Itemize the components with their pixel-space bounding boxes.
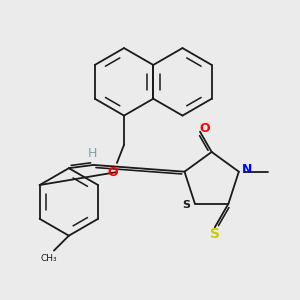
Text: H: H: [88, 147, 98, 161]
Text: N: N: [242, 163, 253, 176]
Text: O: O: [107, 166, 118, 178]
Text: S: S: [210, 227, 220, 241]
Text: CH₃: CH₃: [40, 254, 57, 263]
Text: O: O: [199, 122, 210, 135]
Text: S: S: [182, 200, 190, 210]
